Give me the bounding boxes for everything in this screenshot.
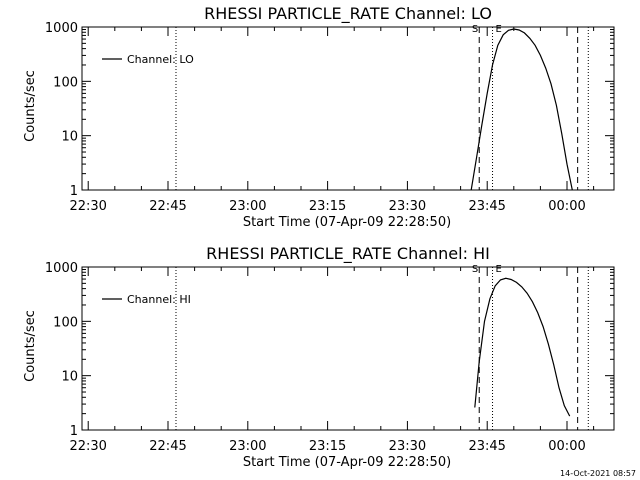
y-tick-label-lo: 1000 [45, 21, 78, 36]
plot-area-hi: 22:30 22:45 23:00 23:15 23:30 23:45 00:00 1 10 10… [45, 261, 615, 454]
y-tick-label-lo: 1 [70, 184, 78, 199]
legend-label-hi: Channel: HI [127, 293, 191, 306]
x-tick-label-lo: 23:45 [468, 199, 505, 214]
marker-label-E-lo: E [496, 24, 502, 35]
chart-title-hi: RHESSI PARTICLE_RATE Channel: HI [206, 244, 490, 264]
y-axis-label-hi: Counts/sec [23, 310, 38, 382]
series-line-lo [470, 28, 573, 191]
x-axis-label-lo: Start Time (07-Apr-09 22:28:50) [243, 215, 451, 230]
y-tick-label-lo: 10 [61, 130, 78, 145]
x-tick-label-hi: 00:00 [548, 439, 585, 454]
x-tick-label-lo: 22:30 [69, 199, 106, 214]
y-tick-label-hi: 100 [53, 315, 78, 330]
chart-title-lo: RHESSI PARTICLE_RATE Channel: LO [204, 4, 492, 24]
x-tick-label-lo: 23:30 [389, 199, 426, 214]
footer-timestamp: 14-Oct-2021 08:57 [560, 469, 636, 478]
x-tick-label-hi: 22:30 [69, 439, 106, 454]
x-tick-label-lo: 22:45 [149, 199, 186, 214]
x-tick-label-hi: 23:00 [229, 439, 266, 454]
x-tick-label-lo: 23:00 [229, 199, 266, 214]
panel-lo: RHESSI PARTICLE_RATE Channel: LO Counts/… [23, 4, 615, 230]
plot-area-lo: 22:30 22:45 23:00 23:15 23:30 23:45 00:00 1 10 10… [45, 21, 615, 214]
series-line-hi [474, 277, 571, 417]
panel-hi: RHESSI PARTICLE_RATE Channel: HI Counts/… [23, 244, 615, 470]
legend-label-lo: Channel: LO [127, 53, 194, 66]
x-tick-label-hi: 22:45 [149, 439, 186, 454]
plot-frame-hi [81, 266, 615, 431]
y-tick-label-hi: 10 [61, 370, 78, 385]
marker-label-S-hi: S [472, 264, 478, 275]
x-axis-label-hi: Start Time (07-Apr-09 22:28:50) [243, 455, 451, 470]
x-tick-label-lo: 00:00 [548, 199, 585, 214]
y-tick-label-hi: 1 [70, 424, 78, 439]
marker-label-S-lo: S [472, 24, 478, 35]
y-tick-label-hi: 1000 [45, 261, 78, 276]
x-tick-label-hi: 23:15 [309, 439, 346, 454]
marker-label-E-hi: E [496, 264, 502, 275]
x-tick-label-hi: 23:45 [468, 439, 505, 454]
y-axis-label-lo: Counts/sec [23, 70, 38, 142]
y-tick-label-lo: 100 [53, 75, 78, 90]
x-tick-label-hi: 23:30 [389, 439, 426, 454]
x-tick-label-lo: 23:15 [309, 199, 346, 214]
plot-frame-lo [81, 26, 615, 191]
